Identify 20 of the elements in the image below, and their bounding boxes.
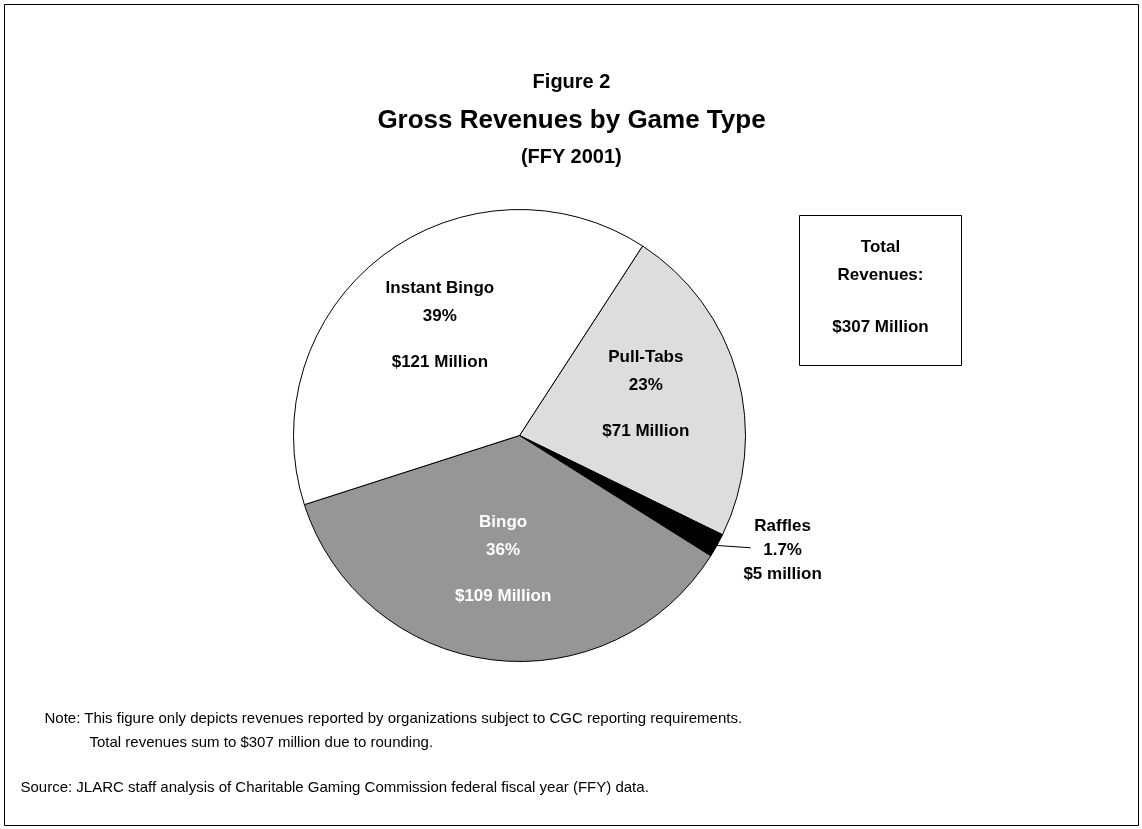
text: $5 million — [743, 564, 822, 584]
text: $109 Million — [454, 586, 552, 606]
slice-label: Raffles — [754, 516, 811, 536]
caption: Figure 2 — [532, 69, 611, 92]
data-label: 36% — [486, 540, 521, 560]
data-label: 39% — [422, 305, 457, 325]
source-note: Source: JLARC staff analysis of Charitable Gaming Commission federal fiscal year (FFY) data. — [20, 778, 649, 795]
data-label: 23% — [628, 375, 663, 395]
text: $71 Million — [602, 421, 690, 441]
slice-label: Instant Bingo — [385, 277, 495, 297]
chart-subtitle: (FFY 2001) — [520, 144, 622, 167]
slice-label: Pull-Tabs — [608, 347, 684, 367]
text: $121 Million — [391, 351, 489, 371]
data-label: 1.7% — [763, 540, 802, 560]
text: $307 Million — [832, 317, 929, 336]
text: Note: This figure only depicts revenues reported by organizations subject to CGC reporting requirements. — [44, 709, 743, 726]
text: Total Revenues: — [837, 237, 924, 284]
slice-label: Bingo — [479, 512, 528, 532]
text: Total revenues sum to $307 million due to rounding. — [89, 733, 434, 750]
chart-title: Gross Revenues by Game Type — [377, 103, 766, 134]
